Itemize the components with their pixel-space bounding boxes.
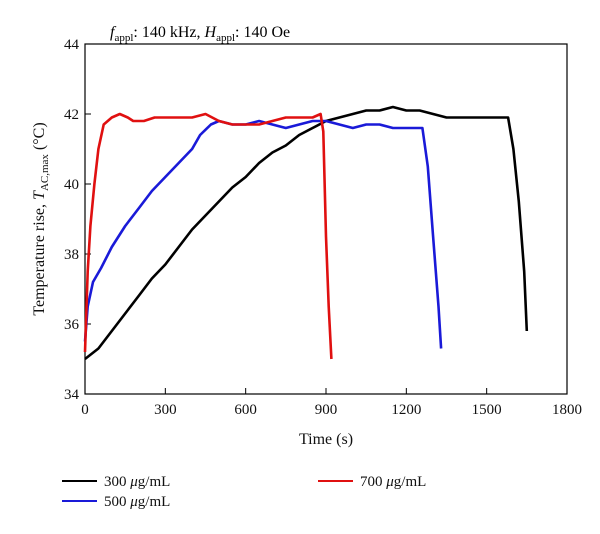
annotation-h-value: : 140 Oe: [235, 24, 290, 41]
y-tick-label-2: 38: [64, 247, 79, 263]
x-tick-label-0: 0: [81, 402, 89, 418]
x-axis-title: Time (s): [299, 431, 353, 448]
annotation-f-symbol: f: [110, 24, 117, 41]
chart-annotation: fappl: 140 kHz, Happl: 140 Oe: [110, 24, 290, 44]
legend-label-300: 300 μg/mL: [104, 474, 170, 490]
annotation-h-symbol: H: [204, 24, 218, 41]
y-axis-title-sub: AC,max: [39, 154, 51, 191]
x-tick-label-2: 600: [234, 402, 257, 418]
annotation-f-value: : 140 kHz,: [133, 24, 204, 41]
ticks-layer: 0 300 600 900 1200 1500 1800 34 36 38 40 42 44: [64, 37, 582, 418]
y-axis-title-symbol: T: [31, 190, 48, 200]
legend-label-700: 700 μg/mL: [360, 474, 426, 490]
y-axis-title: Temperature rise, TAC,max (°C): [31, 122, 51, 315]
x-tick-label-6: 1800: [552, 402, 582, 418]
series-layer: [83, 105, 529, 361]
x-tick-label-1: 300: [154, 402, 177, 418]
y-tick-label-5: 44: [64, 37, 80, 53]
x-tick-label-5: 1500: [472, 402, 502, 418]
y-axis-title-prefix: Temperature rise,: [31, 200, 48, 316]
series-line-500: [83, 119, 443, 349]
x-tick-label-3: 900: [315, 402, 338, 418]
y-tick-label-1: 36: [64, 317, 80, 333]
y-axis-title-suffix: (°C): [31, 122, 48, 154]
y-tick-label-3: 40: [64, 177, 79, 193]
y-tick-label-0: 34: [64, 387, 80, 403]
legend-label-500: 500 μg/mL: [104, 494, 170, 510]
legend: 300 μg/mL 500 μg/mL 700 μg/mL: [62, 474, 426, 510]
x-tick-label-4: 1200: [391, 402, 421, 418]
annotation-f-sub: appl: [114, 32, 133, 44]
series-line-700: [83, 112, 333, 360]
annotation-h-sub: appl: [216, 32, 235, 44]
series-line-300: [84, 105, 529, 361]
y-tick-label-4: 42: [64, 107, 79, 123]
